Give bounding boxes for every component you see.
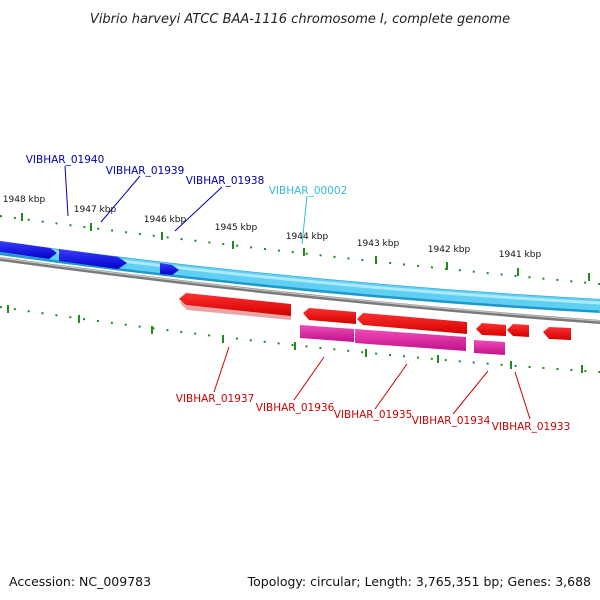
chromosome-backbone [0,257,600,324]
forward-genes [0,241,179,275]
genome-summary-text: Topology: circular; Length: 3,765,351 bp… [247,574,591,589]
gene-arrow-red[interactable] [303,308,356,324]
kbp-label: 1945 kbp [215,223,258,233]
lower-kbp-scale [0,305,600,373]
gene-arrow-red[interactable] [543,327,571,340]
forward-gene-labels: VIBHAR_01940 VIBHAR_01939 VIBHAR_01938 V… [26,154,348,197]
upper-kbp-scale [0,213,600,285]
gene-block-magenta[interactable] [355,329,466,351]
gene-arrow-red[interactable] [507,324,529,337]
reverse-gene-labels: VIBHAR_01937 VIBHAR_01936 VIBHAR_01935 V… [176,393,571,433]
kbp-label: 1944 kbp [286,232,329,242]
forward-label-leaders [64,165,308,245]
kbp-labels: 1948 kbp 1947 kbp 1946 kbp 1945 kbp 1944… [3,195,542,260]
gene-label[interactable]: VIBHAR_00002 [269,185,348,197]
map-title: Vibrio harveyi ATCC BAA-1116 chromosome … [90,12,510,27]
gene-arrow-vibhar-01940[interactable] [0,241,57,259]
kbp-label: 1941 kbp [499,250,542,260]
kbp-label: 1943 kbp [357,239,400,249]
reverse-label-leaders [213,346,531,420]
kbp-label: 1947 kbp [74,205,117,215]
gene-label[interactable]: VIBHAR_01937 [176,393,255,405]
gene-label[interactable]: VIBHAR_01939 [106,165,185,177]
kbp-label: 1942 kbp [428,245,471,255]
accession-text: Accession: NC_009783 [9,574,151,589]
gene-arrow-vibhar-01937[interactable] [179,293,291,316]
gene-label[interactable]: VIBHAR_01940 [26,154,105,166]
gene-arrow-red[interactable] [476,323,506,336]
gene-block-magenta[interactable] [300,325,354,342]
gene-label[interactable]: VIBHAR_01933 [492,421,571,433]
reverse-genes-row-2 [300,325,505,355]
kbp-label: 1948 kbp [3,195,46,205]
gene-label[interactable]: VIBHAR_01936 [256,402,335,414]
gene-label[interactable]: VIBHAR_01938 [186,175,265,187]
gene-label[interactable]: VIBHAR_01935 [334,409,413,421]
gene-block-magenta[interactable] [474,340,505,355]
kbp-label: 1946 kbp [144,215,187,225]
gene-arrow-red[interactable] [357,313,467,334]
gene-label[interactable]: VIBHAR_01934 [412,415,491,427]
gene-arrow-vibhar-01938[interactable] [160,263,179,275]
reverse-genes [179,293,571,340]
gene-arrow-vibhar-01939[interactable] [59,249,127,269]
